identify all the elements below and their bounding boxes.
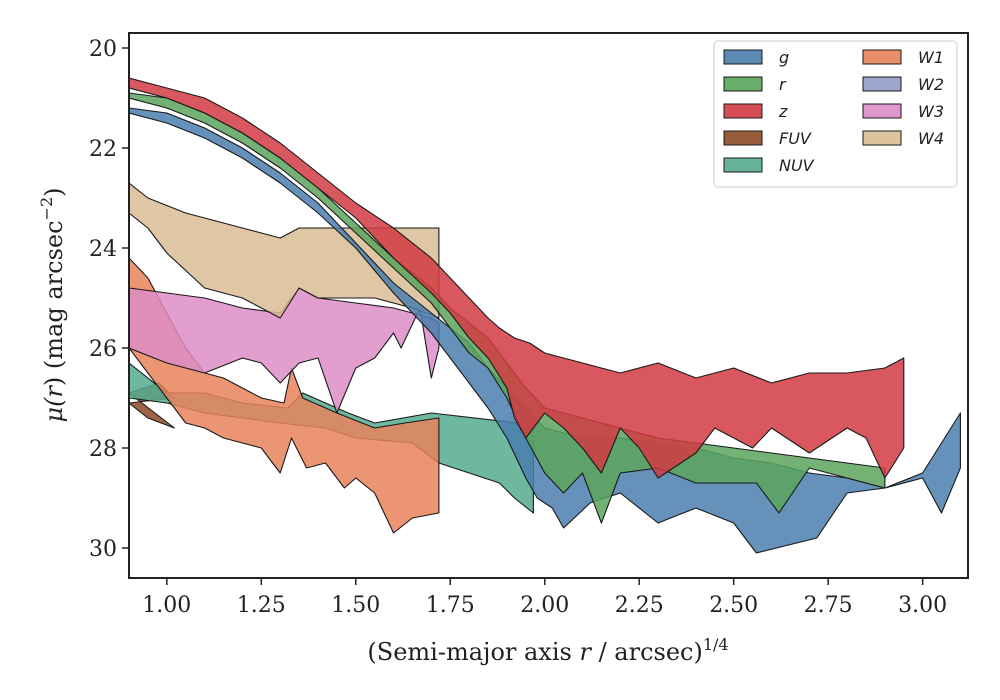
x-tick-label: 3.00	[898, 593, 947, 618]
x-tick-label: 1.50	[331, 593, 380, 618]
x-tick-label: 2.75	[804, 593, 853, 618]
x-tick-label: 1.00	[142, 593, 191, 618]
y-axis-title: μ(r) (mag arcsec−2)	[37, 187, 68, 422]
legend-label: W1	[918, 48, 944, 67]
y-tick-label: 24	[89, 237, 117, 262]
legend-label: g	[779, 48, 789, 67]
legend-label: W2	[918, 75, 944, 94]
legend-swatch	[862, 76, 902, 92]
legend-swatch	[723, 49, 763, 65]
legend-label: r	[779, 75, 787, 94]
plot-frame	[128, 32, 969, 579]
y-tick-label: 22	[89, 137, 117, 162]
legend-swatch	[723, 130, 763, 146]
x-axis-title: (Semi-major axis r / arcsec)1/4	[367, 635, 728, 666]
band-w4	[129, 182, 440, 319]
x-tick-label: 1.25	[237, 593, 286, 618]
band-z	[129, 77, 905, 479]
axes: 1.00 1.25 1.50 1.75 2.00 2.25 2.50 2.75 3.00 20 22…	[89, 32, 969, 618]
y-tick-label: 30	[89, 537, 117, 562]
legend-swatch	[723, 103, 763, 119]
x-tick-label: 1.75	[426, 593, 475, 618]
x-tick-label: 2.25	[615, 593, 664, 618]
band-w1	[129, 257, 440, 534]
legend-swatch	[862, 103, 902, 119]
legend-label: W3	[918, 102, 944, 121]
plot-area	[129, 77, 961, 554]
x-tick-label: 2.50	[709, 593, 758, 618]
y-tick-label: 26	[89, 337, 117, 362]
legend-swatch	[862, 130, 902, 146]
y-tick-label: 20	[89, 37, 117, 62]
x-tick-label: 2.00	[520, 593, 569, 618]
legend-swatch	[723, 76, 763, 92]
legend-label: NUV	[779, 156, 815, 175]
legend-label: z	[778, 102, 788, 121]
legend-swatch	[862, 49, 902, 65]
legend-swatch	[723, 157, 763, 173]
legend: grz FUV NUV W1 W2 W3 W4	[713, 40, 958, 188]
y-tick-label: 28	[89, 437, 117, 462]
legend-label: FUV	[779, 129, 812, 148]
legend-label: W4	[918, 129, 944, 148]
